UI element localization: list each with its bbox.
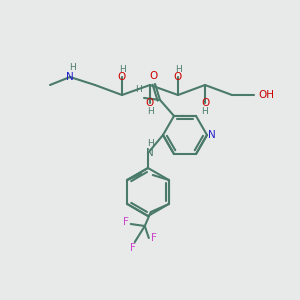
Text: N: N xyxy=(146,148,154,158)
Text: O: O xyxy=(118,72,126,82)
Text: F: F xyxy=(151,233,157,243)
Text: H: H xyxy=(136,85,142,94)
Text: H: H xyxy=(175,64,182,74)
Text: H: H xyxy=(202,106,208,116)
Text: H: H xyxy=(147,106,153,116)
Text: N: N xyxy=(66,72,74,82)
Text: OH: OH xyxy=(258,90,274,100)
Text: N: N xyxy=(208,130,216,140)
Text: O: O xyxy=(146,98,154,108)
Text: O: O xyxy=(201,98,209,108)
Text: F: F xyxy=(123,217,129,227)
Text: H: H xyxy=(118,64,125,74)
Text: O: O xyxy=(149,71,157,81)
Text: H: H xyxy=(69,62,75,71)
Text: H: H xyxy=(147,140,153,148)
Text: F: F xyxy=(130,243,136,253)
Text: O: O xyxy=(174,72,182,82)
